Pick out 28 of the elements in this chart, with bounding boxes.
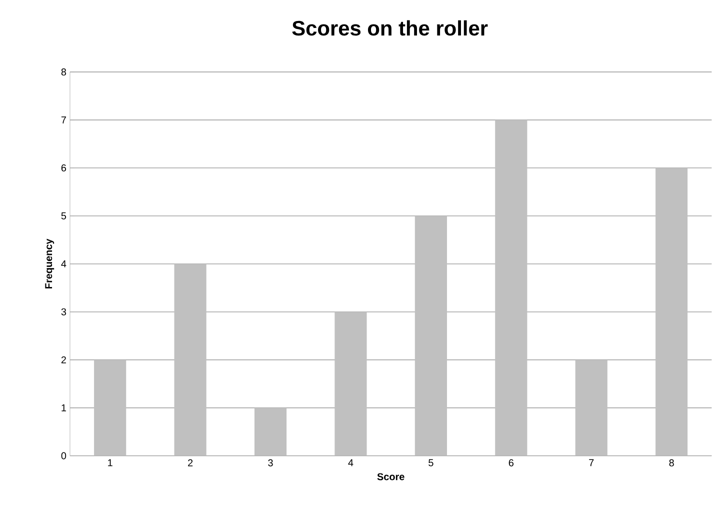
- x-tick-label: 8: [669, 459, 674, 466]
- bar: [414, 216, 447, 456]
- x-tick-label: 7: [589, 459, 594, 466]
- bar: [94, 360, 126, 456]
- bar: [254, 408, 287, 456]
- x-tick-label: 6: [508, 459, 514, 466]
- y-tick-label: 4: [61, 260, 66, 268]
- bar: [575, 360, 608, 456]
- x-tick-label: 3: [268, 459, 273, 466]
- y-axis-title: Frequency: [45, 238, 54, 288]
- chart-title: Scores on the roller: [292, 20, 488, 36]
- x-tick-label: 1: [108, 459, 112, 466]
- x-axis-title: Score: [377, 473, 404, 480]
- y-tick-label: 0: [61, 452, 66, 460]
- y-tick-label: 5: [61, 212, 66, 220]
- y-tick-label: 1: [62, 404, 66, 412]
- y-tick-label: 8: [61, 68, 66, 76]
- x-tick-label: 2: [188, 459, 193, 466]
- y-tick-label: 3: [61, 308, 66, 316]
- bar: [495, 120, 528, 456]
- bar: [656, 168, 688, 456]
- bar: [174, 264, 206, 456]
- y-tick-label: 6: [61, 164, 66, 172]
- y-tick-label: 7: [61, 116, 66, 124]
- y-tick-label: 2: [61, 356, 66, 364]
- x-tick-label: 5: [428, 459, 434, 466]
- bar: [334, 312, 367, 456]
- x-tick-label: 4: [348, 459, 354, 466]
